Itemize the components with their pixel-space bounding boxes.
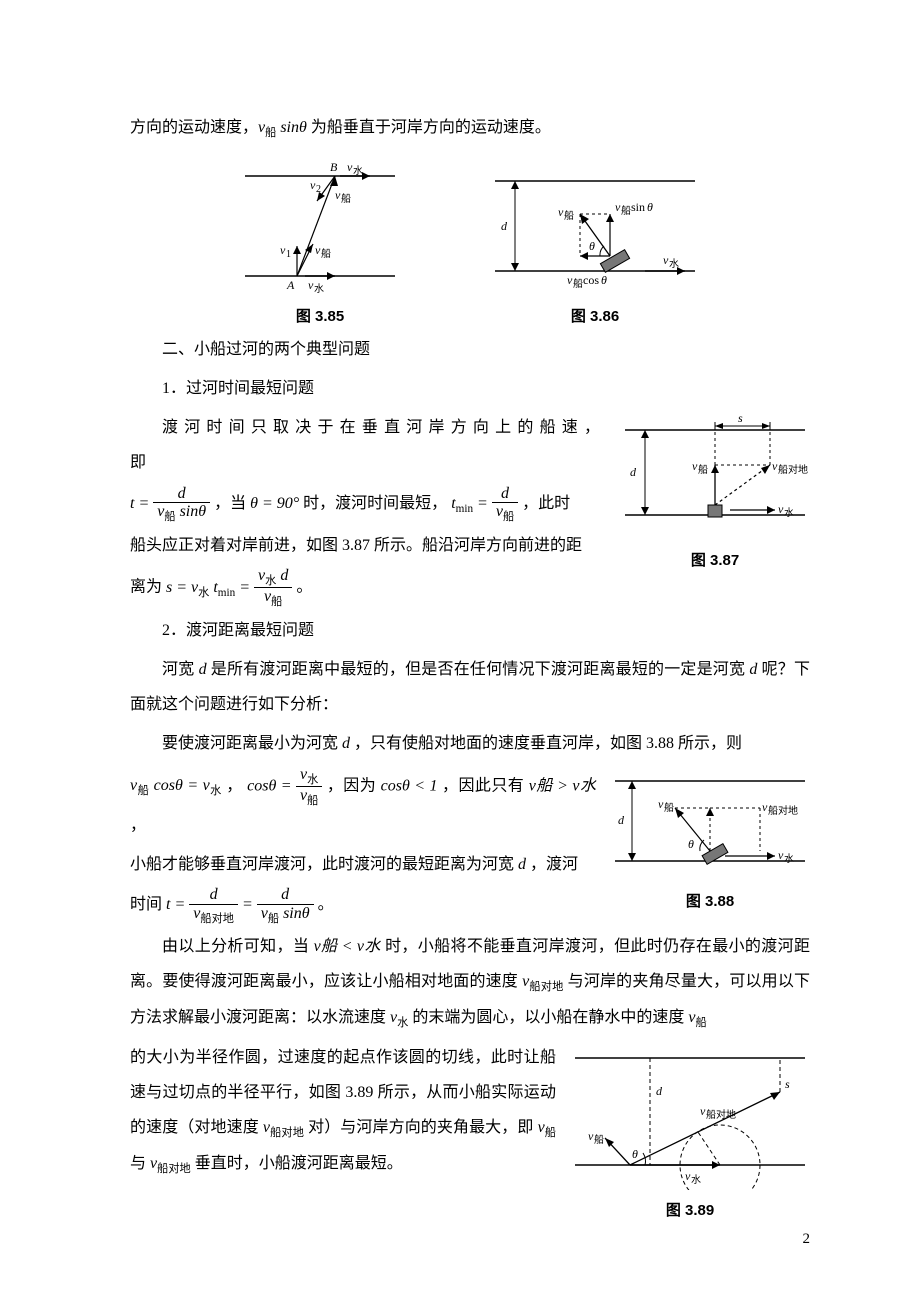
fig85-caption: 图 3.85 (235, 305, 405, 326)
svg-text:船对地: 船对地 (778, 463, 808, 476)
svg-text:θ: θ (688, 837, 694, 851)
fig89-caption: 图 3.89 (570, 1199, 810, 1220)
svg-text:水: 水 (784, 853, 794, 865)
svg-text:船: 船 (621, 204, 631, 217)
svg-text:θ: θ (647, 200, 653, 214)
svg-text:cos: cos (583, 273, 599, 287)
q1-p3-end: 。 (296, 579, 312, 596)
q1-p1-b: ，当 (214, 495, 246, 512)
vlt: v船 < v水 (314, 938, 381, 955)
page: 方向的运动速度，v船 sinθ 为船垂直于河岸方向的运动速度。 (0, 0, 920, 1266)
q1-p3: 离为 s = v水 tmin = v水 dv船 。 (130, 567, 810, 609)
svg-text:d: d (618, 813, 625, 827)
fig86-svg: d v船 v船sinθ (485, 156, 705, 296)
q1-title: 1．过河时间最短问题 (130, 371, 810, 406)
figure-3-87: d s v船 v船对地 v水 图 3.8 (620, 410, 810, 570)
figure-3-86: d v船 v船sinθ (485, 156, 705, 326)
svg-text:θ: θ (601, 273, 607, 287)
vgt: v船 > v水 (529, 777, 596, 794)
svg-text:水: 水 (353, 165, 363, 177)
svg-text:水: 水 (314, 283, 324, 295)
svg-text:d: d (630, 465, 637, 479)
svg-text:船: 船 (664, 801, 674, 814)
svg-text:船: 船 (594, 1133, 604, 1146)
fig88-svg: d v船 v船对地 θ v水 (610, 766, 810, 881)
fig89-svg: d v船 v水 v船对地 s θ (570, 1040, 810, 1190)
q1-p1-d: ，此时 (522, 495, 570, 512)
svg-text:船: 船 (564, 209, 574, 222)
q1-p1-a: 渡河时间只取决于在垂直河岸方向上的船速，即 (130, 419, 606, 471)
svg-text:B: B (330, 160, 338, 174)
svg-text:船对地: 船对地 (768, 804, 798, 817)
intro-line: 方向的运动速度，v船 sinθ 为船垂直于河岸方向的运动速度。 (130, 110, 810, 146)
svg-text:船: 船 (573, 277, 583, 290)
cos-lt1: cosθ < 1 (381, 777, 438, 794)
svg-text:水: 水 (669, 258, 679, 270)
q2-p1: 河宽 d 是所有渡河距离中最短的，但是否在任何情况下渡河距离最短的一定是河宽 d… (130, 652, 810, 722)
q2-p6: 由以上分析可知，当 v船 < v水 时，小船将不能垂直河岸渡河，但此时仍存在最小… (130, 929, 810, 1036)
svg-text:船: 船 (341, 192, 351, 205)
svg-text:水: 水 (691, 1174, 701, 1186)
page-number: 2 (803, 1231, 811, 1248)
svg-text:水: 水 (784, 507, 794, 519)
svg-text:θ: θ (632, 1147, 638, 1161)
svg-text:d: d (501, 219, 508, 233)
q1-p3-a: 离为 (130, 579, 162, 596)
svg-text:船: 船 (698, 463, 708, 476)
svg-text:d: d (656, 1084, 663, 1098)
svg-text:A: A (286, 278, 295, 292)
svg-text:s: s (738, 411, 743, 425)
figure-3-85: B v水 v2 v船 v1 v船 A v水 图 3.85 (235, 156, 405, 326)
svg-text:sin: sin (631, 200, 645, 214)
q1-p1-c: 时，渡河时间最短， (303, 495, 447, 512)
theta90: θ = 90° (250, 495, 299, 512)
figure-3-89: d v船 v水 v船对地 s θ 图 3.89 (570, 1040, 810, 1220)
fig86-caption: 图 3.86 (485, 305, 705, 326)
svg-text:船: 船 (321, 247, 331, 260)
svg-text:s: s (785, 1077, 790, 1091)
svg-text:θ: θ (589, 239, 595, 253)
fig85-svg: B v水 v2 v船 v1 v船 A v水 (235, 156, 405, 296)
fig87-caption: 图 3.87 (620, 549, 810, 570)
figure-row-1: B v水 v2 v船 v1 v船 A v水 图 3.85 d (130, 156, 810, 326)
q2-p2: 要使渡河距离最小为河宽 d ，只有使船对地面的速度垂直河岸，如图 3.88 所示… (130, 726, 810, 761)
fig88-caption: 图 3.88 (610, 890, 810, 911)
svg-text:2: 2 (316, 184, 321, 195)
svg-text:船对地: 船对地 (706, 1108, 736, 1121)
fig87-svg: d s v船 v船对地 v水 (620, 410, 810, 540)
section2-title: 二、小船过河的两个典型问题 (130, 332, 810, 367)
q2-title: 2．渡河距离最短问题 (130, 613, 810, 648)
figure-3-88: d v船 v船对地 θ v水 图 3.88 (610, 766, 810, 911)
svg-text:1: 1 (286, 249, 291, 260)
